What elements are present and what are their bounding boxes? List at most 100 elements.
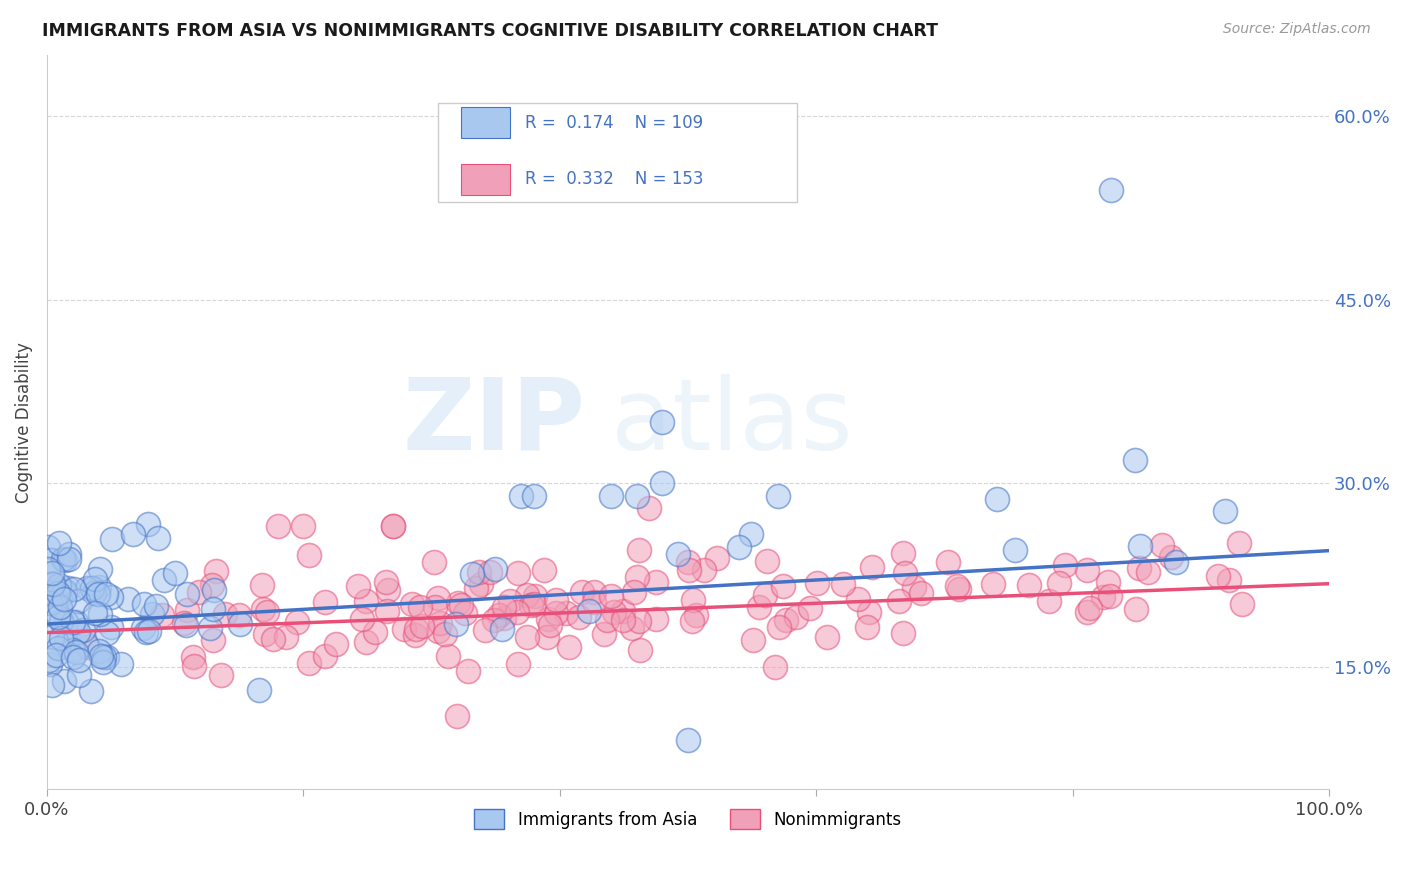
Point (83, 572, 105, 586)
Point (51, 631, 73, 645)
Point (506, 605, 529, 619)
Point (510, 489, 533, 503)
Point (52, 552, 75, 566)
Point (891, 626, 914, 640)
Point (1213, 504, 1236, 518)
Point (558, 640, 581, 655)
Point (678, 563, 700, 577)
Point (785, 610, 807, 624)
Point (522, 597, 544, 611)
Point (645, 612, 668, 626)
Point (411, 619, 433, 633)
Point (39, 553, 62, 567)
Point (860, 559, 883, 574)
Point (772, 579, 794, 593)
Point (45, 648, 67, 662)
Point (427, 591, 450, 606)
Point (202, 633, 225, 648)
Point (90, 648, 112, 663)
Point (741, 632, 763, 647)
Point (285, 615, 308, 629)
Point (325, 637, 347, 651)
Point (756, 553, 779, 567)
Point (48, 535, 70, 549)
Point (145, 599, 167, 613)
Point (110, 657, 132, 672)
Point (492, 599, 515, 614)
Point (93, 649, 115, 664)
Point (447, 596, 470, 610)
Text: IMMIGRANTS FROM ASIA VS NONIMMIGRANTS COGNITIVE DISABILITY CORRELATION CHART: IMMIGRANTS FROM ASIA VS NONIMMIGRANTS CO… (42, 22, 938, 40)
Point (666, 547, 689, 561)
Point (856, 620, 879, 634)
Point (506, 657, 529, 672)
Point (80, 581, 103, 595)
Point (628, 543, 651, 558)
Text: ZIP: ZIP (402, 374, 585, 471)
Point (910, 586, 932, 600)
Point (516, 588, 538, 602)
Point (571, 585, 593, 599)
Point (638, 500, 661, 515)
Point (1136, 565, 1159, 579)
Point (482, 613, 505, 627)
Point (183, 659, 205, 673)
Point (53, 585, 76, 599)
Point (292, 519, 315, 533)
Point (1047, 576, 1070, 591)
Point (1018, 578, 1040, 592)
Point (377, 604, 399, 618)
Point (45, 606, 67, 620)
Point (1218, 573, 1240, 587)
Point (506, 566, 529, 580)
Point (39, 595, 62, 609)
Point (41, 631, 63, 645)
Point (87, 580, 110, 594)
Point (101, 532, 124, 546)
Point (152, 608, 174, 623)
Point (1091, 590, 1114, 604)
Point (52, 674, 75, 689)
Point (75, 637, 97, 651)
Point (174, 618, 197, 632)
Point (37, 562, 59, 576)
Point (568, 610, 591, 624)
Point (626, 570, 648, 584)
Point (470, 577, 492, 591)
Point (623, 585, 645, 599)
Point (354, 635, 377, 649)
Point (354, 594, 377, 608)
Point (100, 620, 122, 634)
Point (676, 555, 699, 569)
Point (188, 584, 211, 599)
Point (523, 489, 546, 503)
Point (693, 563, 716, 577)
Point (651, 476, 673, 491)
Point (49, 590, 72, 604)
Point (682, 592, 704, 607)
Point (49, 614, 72, 628)
Point (96, 626, 118, 640)
Point (728, 541, 751, 555)
Point (681, 614, 703, 628)
Point (533, 563, 555, 577)
Point (374, 574, 396, 589)
Point (202, 582, 225, 597)
Point (96, 650, 118, 665)
Point (621, 621, 644, 635)
Point (46, 610, 69, 624)
Point (58, 547, 80, 561)
Point (214, 607, 236, 621)
Point (893, 566, 915, 580)
Point (461, 567, 484, 582)
Point (1129, 539, 1152, 553)
Point (229, 617, 252, 632)
Point (626, 489, 648, 503)
Point (981, 576, 1004, 591)
Point (228, 607, 250, 622)
Point (152, 573, 174, 587)
Point (478, 565, 501, 579)
Point (131, 621, 153, 635)
Point (612, 604, 634, 618)
Point (401, 597, 423, 611)
